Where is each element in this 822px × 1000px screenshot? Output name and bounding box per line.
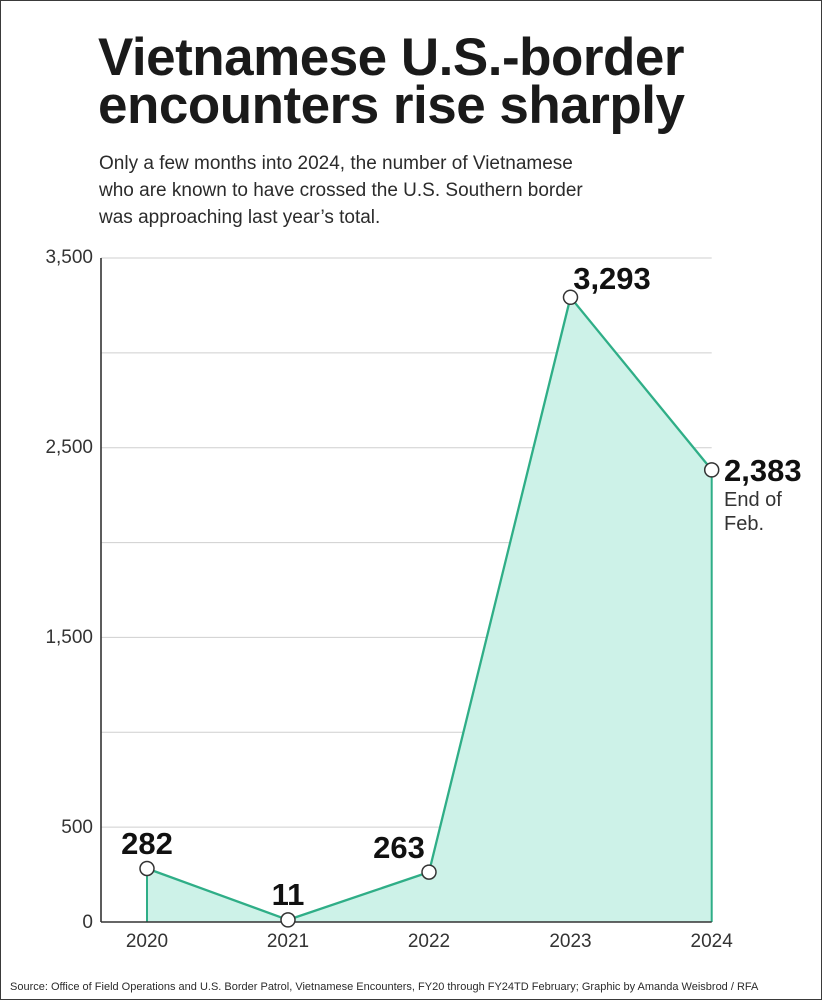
- svg-text:0: 0: [82, 912, 93, 933]
- svg-text:2021: 2021: [267, 931, 309, 952]
- svg-text:End of: End of: [724, 489, 782, 511]
- svg-text:3,500: 3,500: [45, 247, 93, 268]
- svg-text:2,383: 2,383: [724, 453, 802, 488]
- svg-text:2,500: 2,500: [45, 437, 93, 458]
- svg-text:Feb.: Feb.: [724, 513, 764, 535]
- svg-text:263: 263: [373, 830, 425, 865]
- svg-text:2020: 2020: [126, 931, 168, 952]
- svg-text:2022: 2022: [408, 931, 450, 952]
- svg-text:2024: 2024: [691, 931, 734, 952]
- svg-text:1,500: 1,500: [45, 627, 93, 648]
- svg-text:2023: 2023: [549, 931, 591, 952]
- svg-text:500: 500: [61, 817, 93, 838]
- svg-text:282: 282: [121, 826, 173, 861]
- svg-text:11: 11: [272, 877, 305, 912]
- svg-text:3,293: 3,293: [573, 261, 651, 296]
